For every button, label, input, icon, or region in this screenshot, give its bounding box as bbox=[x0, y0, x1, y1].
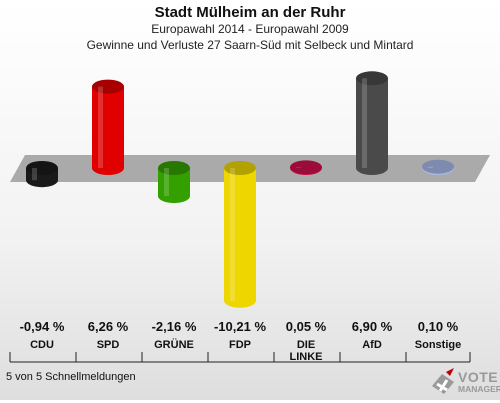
category-label-gr-ne: GRÜNE bbox=[154, 339, 194, 351]
ballot-cross-icon bbox=[432, 368, 454, 394]
logo-word-1: VOTE bbox=[458, 369, 499, 385]
value-label-die-linke: 0,05 % bbox=[285, 319, 327, 334]
logo-word-2: MANAGER bbox=[458, 384, 500, 394]
category-label-cdu: CDU bbox=[30, 339, 54, 351]
category-label-die-linke: DIE LINKE bbox=[289, 339, 323, 363]
status-text: 5 von 5 Schnellmeldungen bbox=[6, 371, 136, 383]
chart-subtitle: Europawahl 2014 - Europawahl 2009 bbox=[151, 22, 349, 36]
value-label-afd: 6,90 % bbox=[351, 319, 393, 334]
bar-die-linke bbox=[290, 160, 322, 175]
value-label-cdu: -0,94 % bbox=[19, 319, 65, 334]
bar-sonstige bbox=[422, 159, 454, 175]
category-label-spd: SPD bbox=[96, 339, 120, 351]
category-label-fdp: FDP bbox=[229, 339, 251, 351]
chart-title: Stadt Mülheim an der Ruhr bbox=[154, 4, 346, 21]
bar-afd bbox=[356, 71, 388, 175]
category-label-sonstige: Sonstige bbox=[414, 339, 462, 351]
bar-cdu bbox=[26, 161, 58, 188]
value-label-fdp: -10,21 % bbox=[213, 319, 267, 334]
bar-gr-ne bbox=[158, 161, 190, 204]
value-label-gr-ne: -2,16 % bbox=[151, 319, 197, 334]
chart-subtitle-2: Gewinne und Verluste 27 Saarn-Süd mit Se… bbox=[86, 38, 414, 52]
category-label-afd: AfD bbox=[362, 339, 382, 351]
bar-spd bbox=[92, 79, 124, 175]
bar-fdp bbox=[224, 161, 256, 308]
vote-manager-logo: VOTE MANAGER bbox=[428, 366, 500, 398]
value-label-sonstige: 0,10 % bbox=[417, 319, 459, 334]
value-label-spd: 6,26 % bbox=[87, 319, 129, 334]
